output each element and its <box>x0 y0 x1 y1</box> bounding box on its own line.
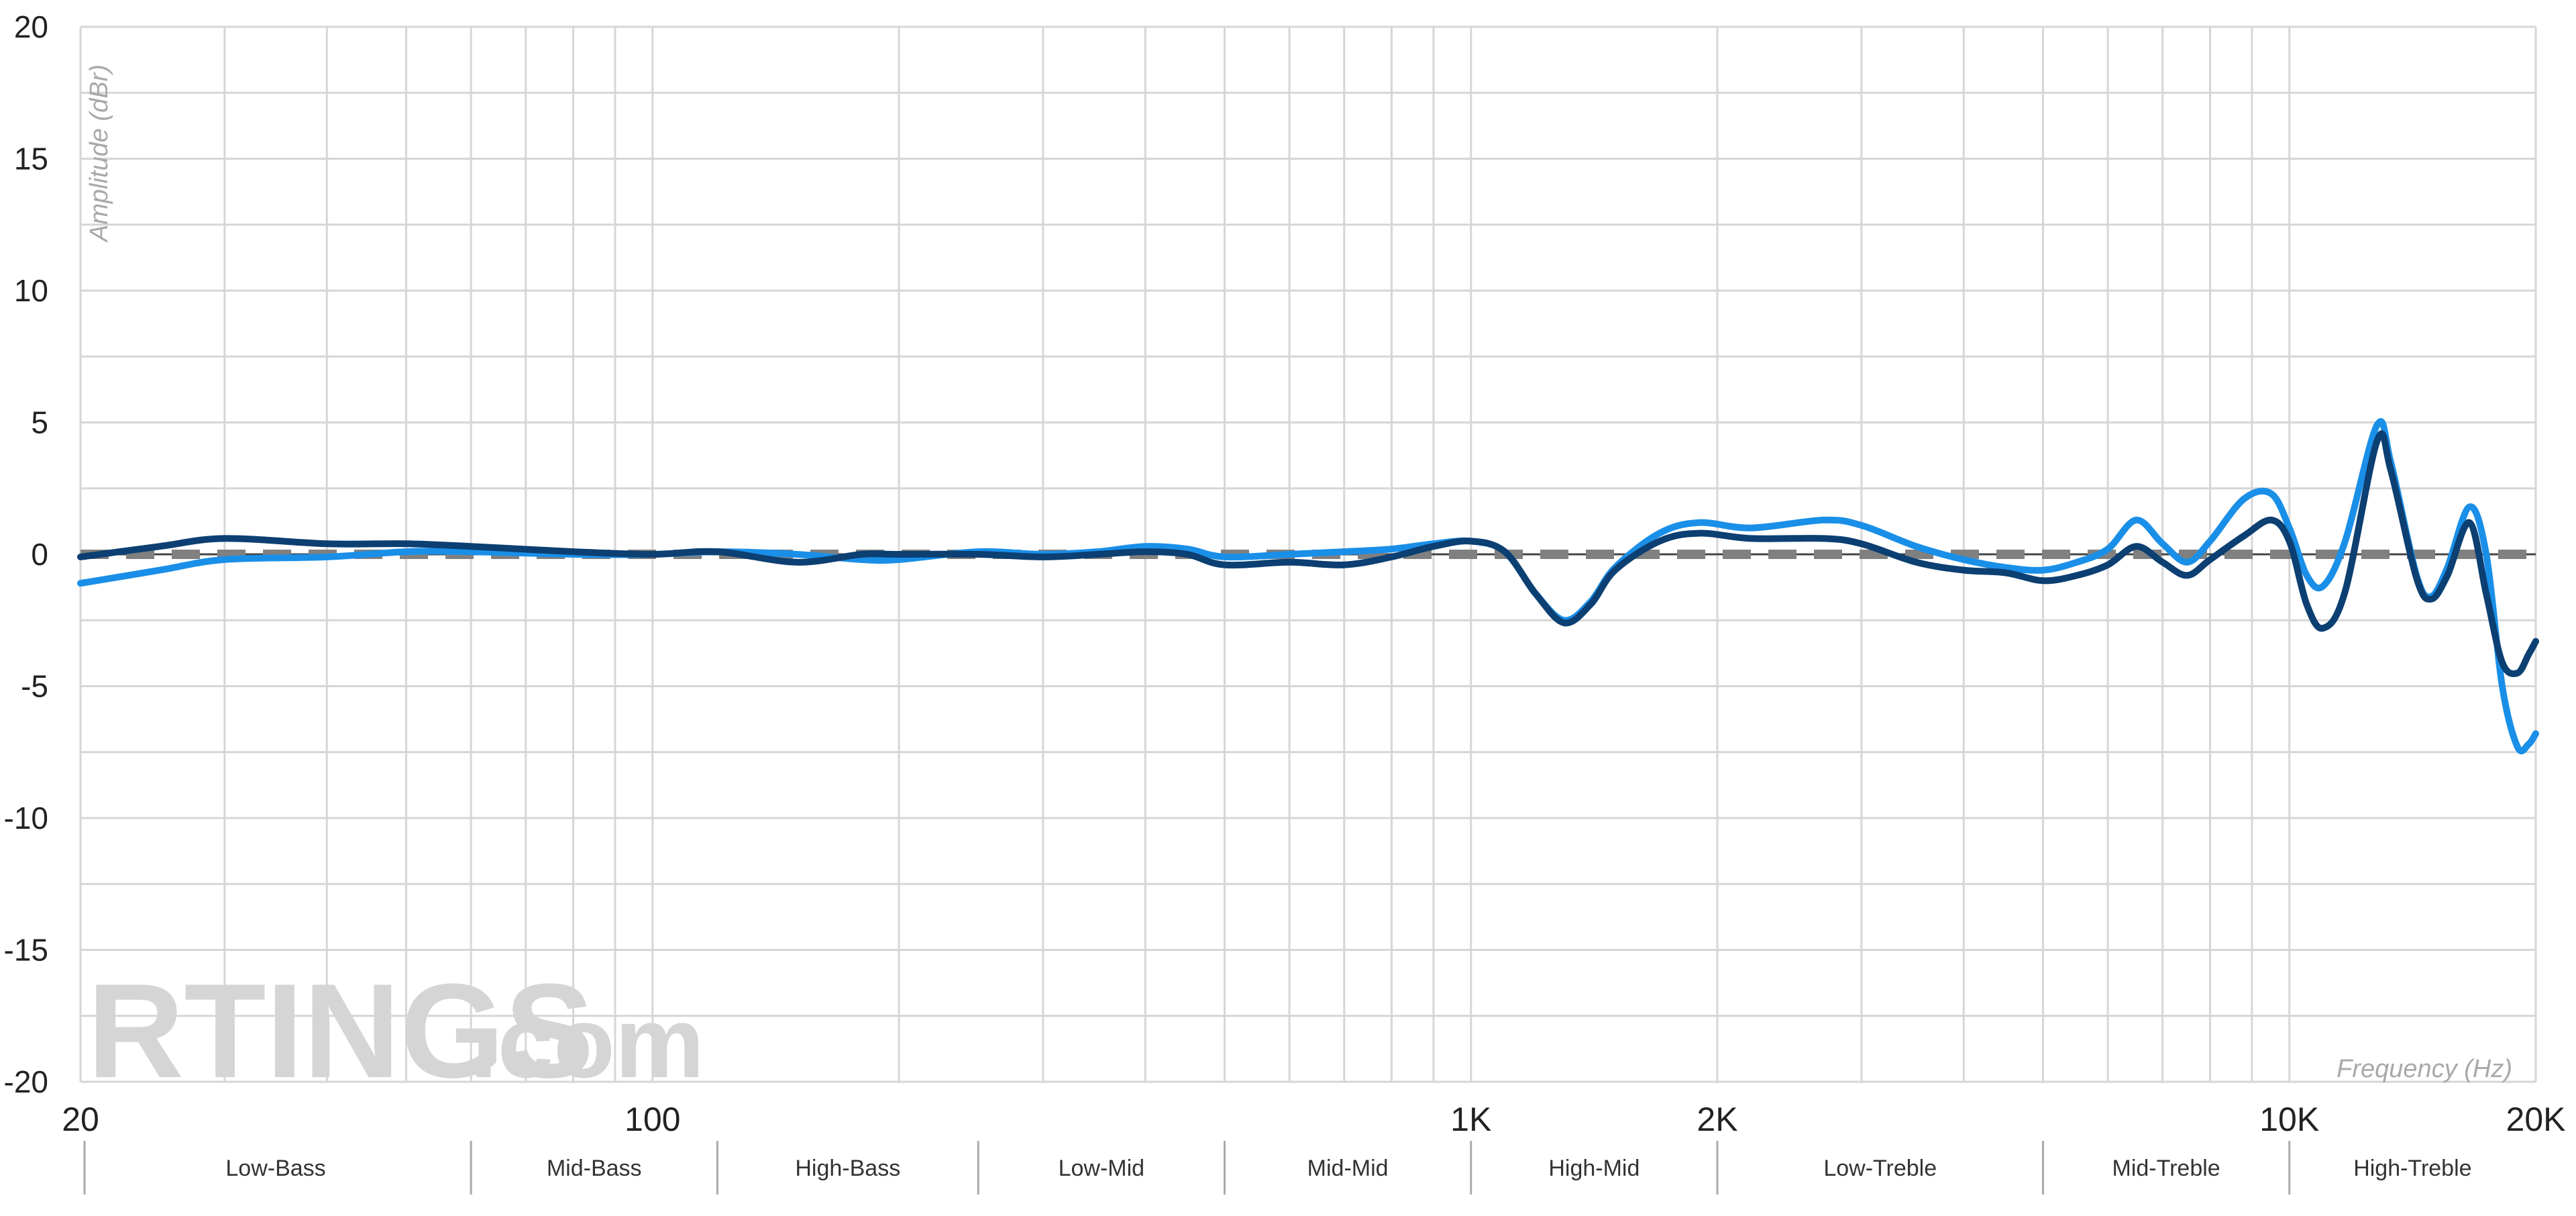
band-label: Mid-Bass <box>547 1156 642 1181</box>
y-axis-title: Amplitude (dBr) <box>85 64 113 243</box>
x-tick-label: 20K <box>2506 1101 2566 1138</box>
y-tick-label: 10 <box>14 273 48 308</box>
watermark-brand: RTINGS <box>87 956 594 1106</box>
watermark: RTINGS .com <box>87 956 704 1106</box>
band-label: High-Treble <box>2353 1156 2471 1181</box>
y-tick-label: 20 <box>14 9 48 44</box>
x-axis-title: Frequency (Hz) <box>2337 1055 2512 1083</box>
x-tick-label: 2K <box>1697 1101 1737 1138</box>
x-tick-label: 10K <box>2259 1101 2319 1138</box>
y-tick-label: 0 <box>31 537 48 572</box>
x-tick-label: 20 <box>62 1101 99 1138</box>
band-label: Mid-Mid <box>1307 1156 1389 1181</box>
band-label: High-Mid <box>1548 1156 1640 1181</box>
x-tick-label: 1K <box>1450 1101 1491 1138</box>
y-tick-label: -15 <box>4 933 48 968</box>
frequency-bands: Low-Bass Mid-Bass High-Bass Low-Mid Mid-Mid H… <box>83 1141 2472 1195</box>
band-label: High-Bass <box>795 1156 900 1181</box>
y-tick-label: 15 <box>14 142 48 176</box>
series-line-1 <box>77 418 2539 754</box>
series-line-2 <box>77 430 2539 678</box>
band-label: Low-Bass <box>225 1156 325 1181</box>
y-tick-label: -10 <box>4 801 48 835</box>
watermark-suffix: .com <box>470 986 704 1099</box>
x-tick-labels: 20 100 1K 2K 10K 20K <box>62 1101 2565 1138</box>
axes: Amplitude (dBr) Frequency (Hz) <box>85 64 2512 1083</box>
y-tick-label: -5 <box>21 669 48 704</box>
y-tick-labels: 20 15 10 5 0 -5 -10 -15 -20 <box>4 9 48 1099</box>
band-label: Mid-Treble <box>2112 1156 2220 1181</box>
band-label: Low-Mid <box>1059 1156 1144 1181</box>
band-label: Low-Treble <box>1823 1156 1937 1181</box>
y-tick-label: 5 <box>31 405 48 440</box>
series-group <box>77 418 2539 754</box>
x-tick-label: 100 <box>625 1101 680 1138</box>
y-tick-label: -20 <box>4 1064 48 1099</box>
